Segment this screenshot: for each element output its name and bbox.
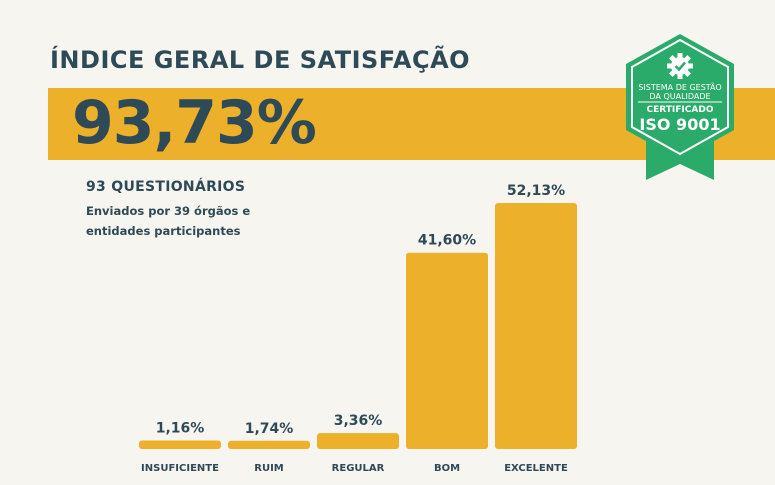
bar-bom	[406, 252, 488, 449]
value-label-bom: 41,60%	[418, 233, 476, 249]
category-label-insuficiente: INSUFICIENTE	[141, 463, 219, 474]
badge-text-line4: ISO 9001	[639, 115, 720, 134]
page-title: ÍNDICE GERAL DE SATISFAÇÃO	[50, 46, 471, 74]
badge-text-line1: SISTEMA DE GESTÃO	[638, 82, 721, 92]
value-label-regular: 3,36%	[334, 413, 383, 429]
questionnaire-count: 93 QUESTIONÁRIOS	[86, 179, 246, 195]
category-label-bom: BOM	[434, 463, 460, 474]
iso-9001-certified-badge: SISTEMA DE GESTÃO DA QUALIDADE CERTIFICA…	[626, 34, 734, 180]
bar-insuficiente	[139, 440, 221, 449]
bar-regular	[317, 433, 399, 449]
badge-text-line3: CERTIFICADO	[647, 105, 714, 115]
questionnaire-description: Enviados por 39 órgãos e entidades parti…	[86, 204, 251, 238]
category-label-regular: REGULAR	[332, 463, 385, 474]
gear-check-icon	[667, 53, 693, 79]
bar-excelente	[495, 203, 577, 449]
category-label-ruim: RUIM	[254, 463, 284, 474]
bar-ruim	[228, 440, 310, 449]
badge-hexagon-border	[631, 38, 729, 156]
badge-text-line2: DA QUALIDADE	[649, 92, 710, 101]
category-label-excelente: EXCELENTE	[504, 463, 568, 474]
value-label-insuficiente: 1,16%	[156, 421, 205, 437]
overall-satisfaction-value: 93,73%	[72, 88, 317, 158]
value-label-excelente: 52,13%	[507, 183, 565, 199]
badge-hexagon-outer	[626, 34, 734, 160]
value-label-ruim: 1,74%	[245, 421, 294, 437]
